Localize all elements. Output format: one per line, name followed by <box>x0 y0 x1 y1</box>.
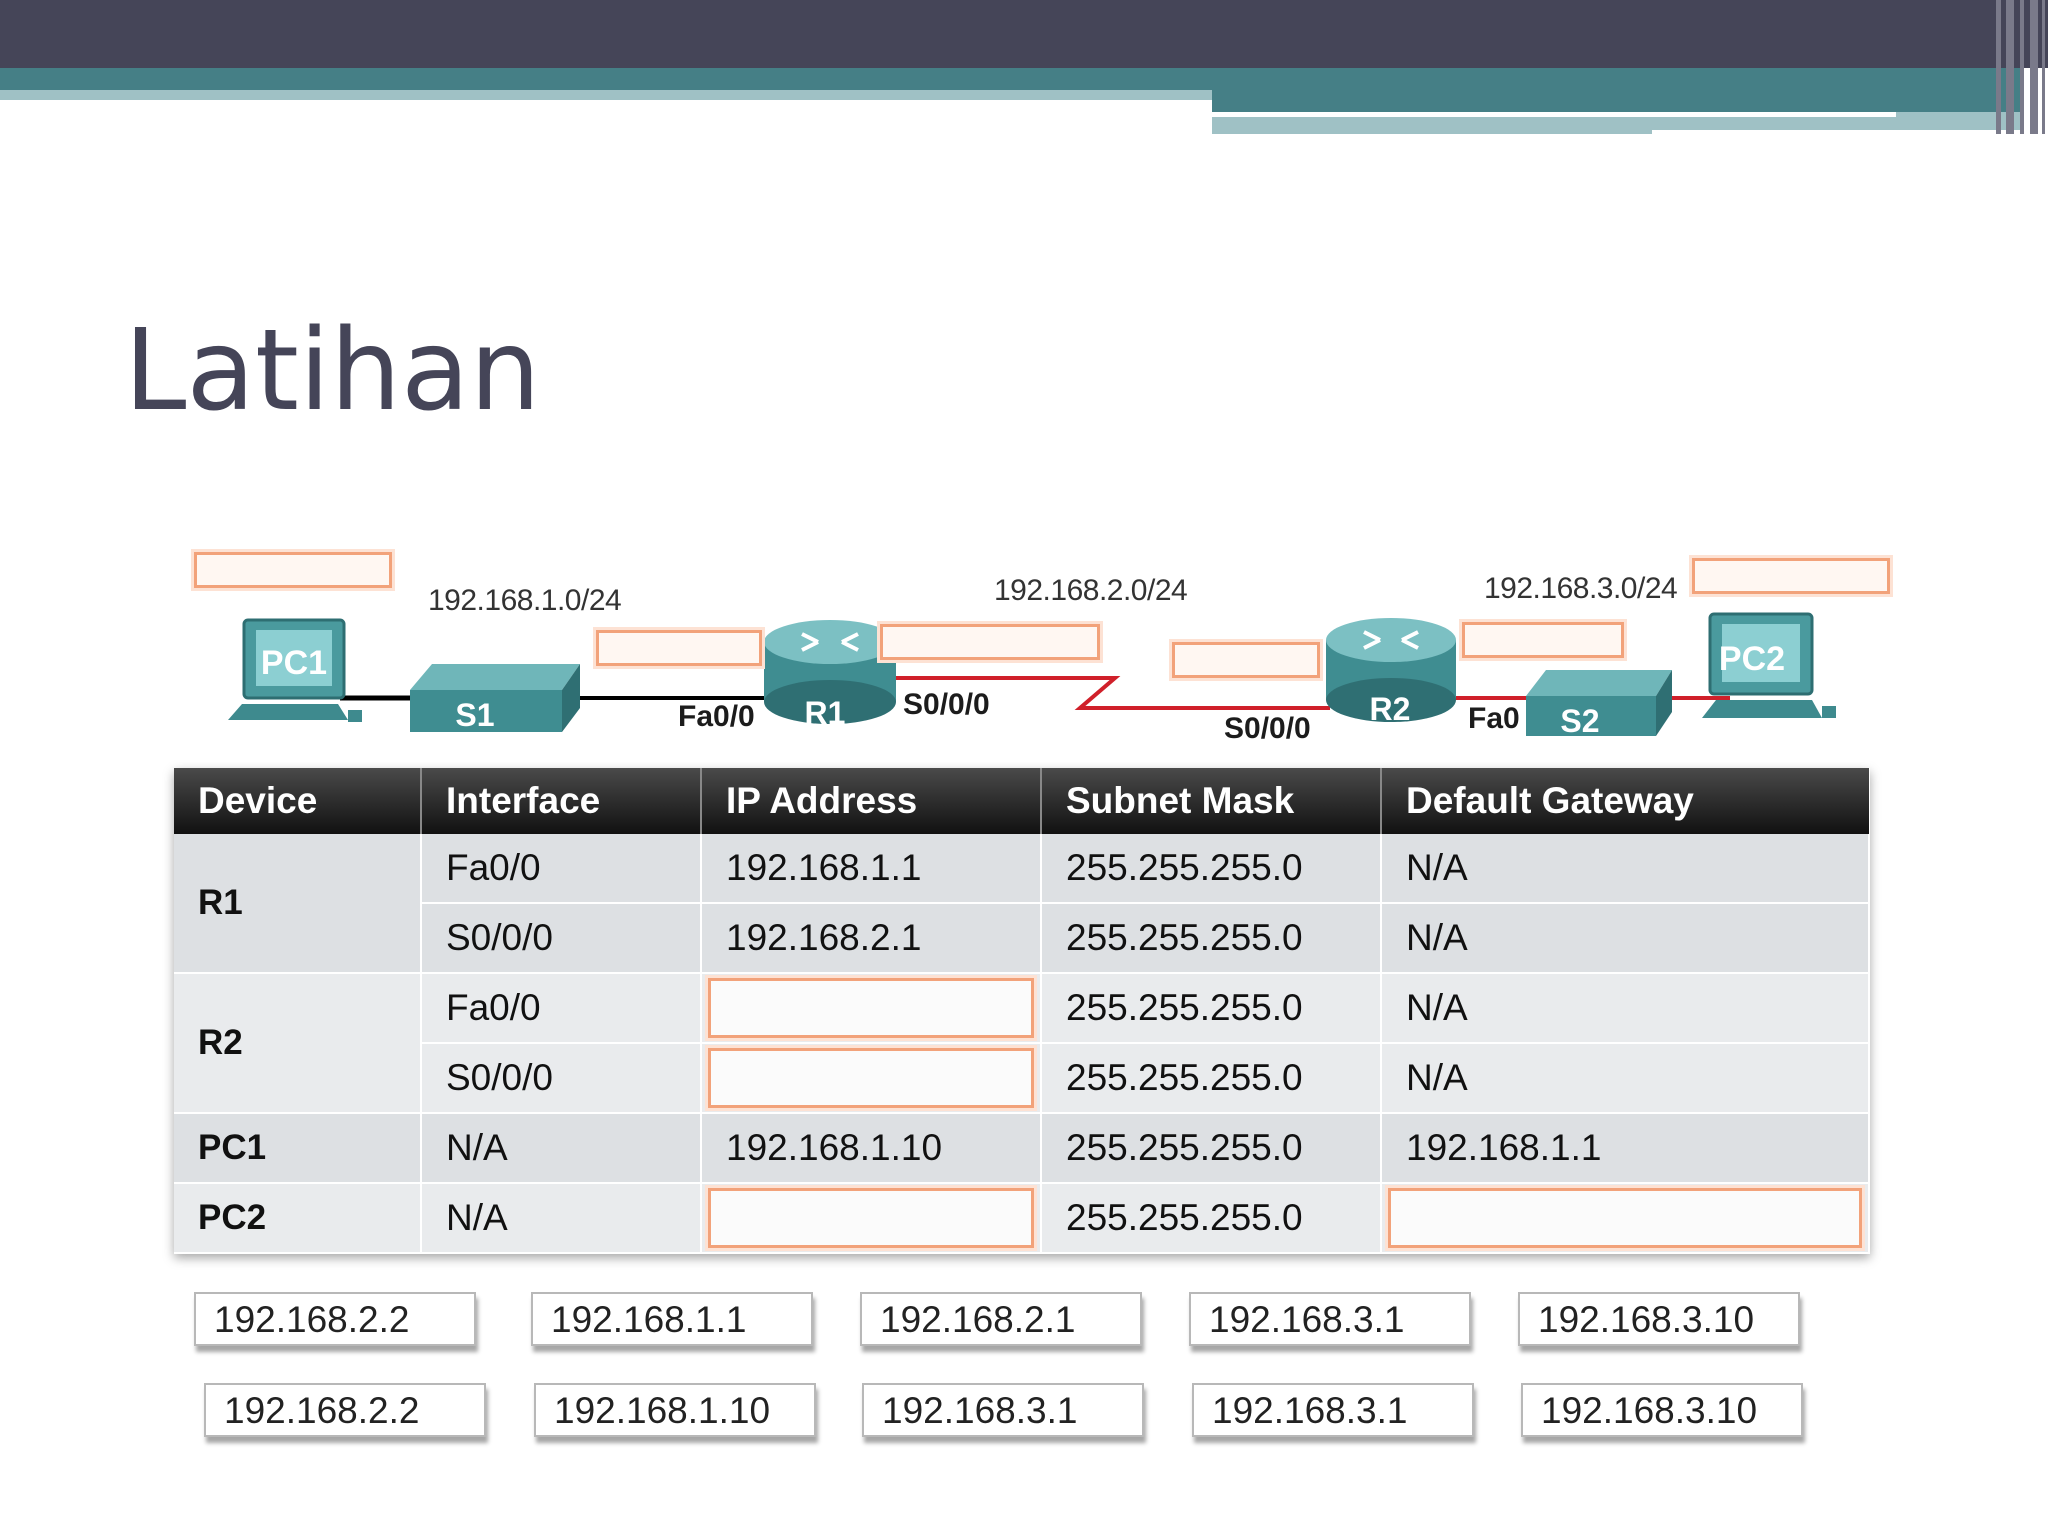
answer-chip[interactable]: 192.168.2.1 <box>860 1292 1142 1346</box>
drop-target-r1-serial[interactable] <box>880 624 1100 660</box>
mask-cell: 255.255.255.0 <box>1041 1113 1382 1184</box>
mask-cell: 255.255.255.0 <box>1041 903 1382 974</box>
device-cell: R1 <box>174 834 422 974</box>
ip-cell: 192.168.2.1 <box>701 903 1042 974</box>
table-row: R2 Fa0/0 255.255.255.0 N/A <box>174 973 1870 1114</box>
gateway-cell: N/A <box>1381 973 1870 1044</box>
svg-text:R2: R2 <box>1370 691 1411 727</box>
column-header: Subnet Mask <box>1041 768 1382 834</box>
mask-cell: 255.255.255.0 <box>1041 1043 1382 1114</box>
table-row: S0/0/0 255.255.255.0 N/A <box>174 1043 1870 1114</box>
switch-s1-icon: S1 <box>410 664 580 733</box>
header-accent-stripe-right <box>1212 112 2020 134</box>
svg-text:S1: S1 <box>455 697 494 733</box>
pc2-icon: PC2 <box>1702 612 1836 718</box>
table-row: PC2 N/A 255.255.255.0 <box>174 1183 1870 1254</box>
column-header: Device <box>174 768 422 834</box>
switch-s2-icon: S2 <box>1526 670 1672 739</box>
pc1-label: PC1 <box>261 644 327 682</box>
header-accent-bar-right <box>1212 90 2020 112</box>
interface-cell: N/A <box>421 1183 702 1254</box>
drop-target-r2-fa[interactable] <box>1462 622 1624 658</box>
header-accent-stripe <box>0 90 1212 100</box>
answer-chip[interactable]: 192.168.2.2 <box>194 1292 476 1346</box>
column-header: Interface <box>421 768 702 834</box>
addressing-table: Device Interface IP Address Subnet Mask … <box>174 768 1870 1254</box>
drop-target-pc1[interactable] <box>194 552 392 588</box>
mask-cell: 255.255.255.0 <box>1041 834 1382 904</box>
svg-text:PC2: PC2 <box>1719 640 1785 678</box>
table-row: PC1 N/A 192.168.1.10 255.255.255.0 192.1… <box>174 1113 1870 1184</box>
interface-cell: Fa0/0 <box>421 973 702 1044</box>
gateway-drop-target[interactable] <box>1381 1183 1870 1254</box>
column-header: IP Address <box>701 768 1042 834</box>
network-label-3: 192.168.3.0/24 <box>1484 572 1678 605</box>
answer-chip[interactable]: 192.168.1.10 <box>534 1383 816 1437</box>
answer-chip[interactable]: 192.168.2.2 <box>204 1383 486 1437</box>
header-corner-stripes <box>1992 0 2048 134</box>
slide-title: Latihan <box>124 306 541 436</box>
answer-chip[interactable]: 192.168.3.1 <box>1189 1292 1471 1346</box>
table-row: R1 Fa0/0 192.168.1.1 255.255.255.0 N/A <box>174 834 1870 974</box>
interface-cell: Fa0/0 <box>421 834 702 904</box>
answer-chip[interactable]: 192.168.3.1 <box>862 1383 1144 1437</box>
header-bar <box>0 0 2048 68</box>
router-r2-icon: R2 <box>1326 618 1456 727</box>
header-accent-bar <box>0 68 2020 90</box>
table-row: S0/0/0 192.168.2.1 255.255.255.0 N/A <box>174 903 1870 974</box>
r2-serial-interface-label: S0/0/0 <box>1224 712 1311 745</box>
network-label-2: 192.168.2.0/24 <box>994 574 1188 607</box>
gateway-cell: N/A <box>1381 903 1870 974</box>
gateway-cell: N/A <box>1381 834 1870 904</box>
answer-chip[interactable]: 192.168.1.1 <box>531 1292 813 1346</box>
svg-text:S2: S2 <box>1560 703 1599 739</box>
column-header: Default Gateway <box>1381 768 1869 834</box>
interface-cell: S0/0/0 <box>421 1043 702 1114</box>
router-r1-icon: R1 <box>764 620 896 731</box>
ip-cell: 192.168.1.1 <box>701 834 1042 904</box>
network-label-1: 192.168.1.0/24 <box>428 584 622 617</box>
header-divider-line <box>1212 112 1896 117</box>
ip-cell: 192.168.1.10 <box>701 1113 1042 1184</box>
network-diagram: PC1 S1 R1 R2 S2 <box>170 540 1910 770</box>
r1-serial-interface-label: S0/0/0 <box>903 688 990 721</box>
drop-target-r1-fa[interactable] <box>596 630 762 666</box>
answer-chip[interactable]: 192.168.3.10 <box>1521 1383 1803 1437</box>
pc1-icon: PC1 <box>228 618 362 722</box>
r1-fa-interface-label: Fa0/0 <box>678 700 755 733</box>
r2-fa-interface-label: Fa0 <box>1468 702 1520 735</box>
interface-cell: S0/0/0 <box>421 903 702 974</box>
device-cell: PC1 <box>174 1113 422 1184</box>
svg-text:R1: R1 <box>805 695 846 731</box>
header-divider-line-2 <box>1652 130 2020 136</box>
interface-cell: N/A <box>421 1113 702 1184</box>
ip-drop-target[interactable] <box>701 973 1042 1044</box>
answer-chip[interactable]: 192.168.3.10 <box>1518 1292 1800 1346</box>
device-cell: R2 <box>174 973 422 1114</box>
link-r1-r2-serial <box>895 676 1330 710</box>
answer-chip[interactable]: 192.168.3.1 <box>1192 1383 1474 1437</box>
gateway-cell: 192.168.1.1 <box>1381 1113 1870 1184</box>
mask-cell: 255.255.255.0 <box>1041 1183 1382 1254</box>
ip-drop-target[interactable] <box>701 1043 1042 1114</box>
mask-cell: 255.255.255.0 <box>1041 973 1382 1044</box>
gateway-cell: N/A <box>1381 1043 1870 1114</box>
ip-drop-target[interactable] <box>701 1183 1042 1254</box>
device-cell: PC2 <box>174 1183 422 1254</box>
table-header-row: Device Interface IP Address Subnet Mask … <box>174 768 1869 834</box>
drop-target-r2-serial[interactable] <box>1172 642 1320 678</box>
drop-target-pc2[interactable] <box>1692 558 1890 594</box>
topology-links: PC1 S1 R1 R2 S2 <box>228 612 1836 739</box>
